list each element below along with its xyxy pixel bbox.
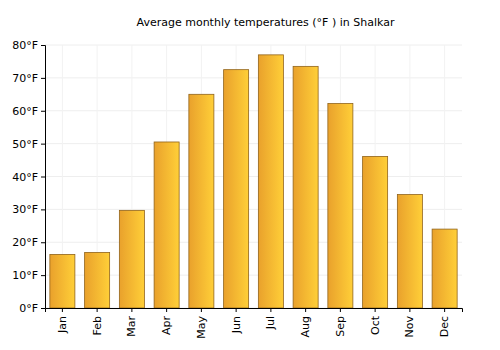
tick-label: 50°F bbox=[12, 138, 38, 151]
bar bbox=[258, 55, 283, 308]
chart: 0°F 10°F 20°F 30°F 40°F 50°F 60°F 70°F 80°F Jan Fe… bbox=[0, 0, 500, 350]
tick-mark bbox=[131, 308, 132, 312]
tick: Feb bbox=[91, 308, 104, 335]
tick: 30°F bbox=[12, 203, 45, 216]
bar bbox=[119, 210, 144, 308]
axis-line bbox=[46, 309, 463, 313]
tick: Sep bbox=[334, 308, 347, 337]
tick-mark bbox=[41, 78, 45, 79]
tick-label: 70°F bbox=[12, 72, 38, 85]
tick-mark bbox=[41, 45, 45, 46]
tick-mark bbox=[41, 111, 45, 112]
tick-label: 0°F bbox=[19, 302, 38, 315]
tick-label: Jul bbox=[264, 316, 277, 330]
tick: Nov bbox=[403, 308, 416, 337]
tick: 80°F bbox=[12, 39, 45, 52]
bar bbox=[432, 229, 457, 308]
tick: Aug bbox=[299, 308, 312, 337]
tick-mark bbox=[41, 177, 45, 178]
tick-mark bbox=[97, 308, 98, 312]
tick-mark bbox=[305, 308, 306, 312]
tick-mark bbox=[41, 242, 45, 243]
bar bbox=[293, 66, 318, 308]
tick-label: Oct bbox=[369, 315, 382, 335]
tick-label: Mar bbox=[125, 316, 138, 337]
bar bbox=[328, 104, 353, 308]
tick-mark bbox=[201, 308, 202, 312]
tick-label: Sep bbox=[334, 316, 347, 337]
bar bbox=[85, 252, 110, 308]
bar bbox=[50, 254, 75, 308]
tick-label: 40°F bbox=[12, 171, 38, 184]
axis-line bbox=[41, 46, 46, 309]
tick-mark bbox=[444, 308, 445, 312]
tick-mark bbox=[41, 144, 45, 145]
tick: Apr bbox=[160, 308, 173, 335]
bars bbox=[50, 55, 457, 308]
tick: 10°F bbox=[12, 269, 45, 282]
tick-mark bbox=[340, 308, 341, 312]
tick: May bbox=[195, 308, 208, 339]
tick-label: May bbox=[195, 316, 208, 339]
tick: Jul bbox=[264, 308, 277, 330]
grid-line bbox=[45, 77, 462, 78]
tick: 0°F bbox=[19, 302, 45, 315]
tick: 40°F bbox=[12, 171, 45, 184]
tick-label: Feb bbox=[91, 316, 104, 335]
tick: Jan bbox=[56, 308, 69, 334]
tick: Oct bbox=[369, 308, 382, 335]
tick-label: 80°F bbox=[12, 39, 38, 52]
tick-mark bbox=[166, 308, 167, 312]
grid-line bbox=[45, 110, 462, 111]
tick: 60°F bbox=[12, 105, 45, 118]
tick: 70°F bbox=[12, 72, 45, 85]
tick-mark bbox=[375, 308, 376, 312]
tick: Dec bbox=[438, 308, 451, 337]
bar bbox=[154, 142, 179, 308]
bar bbox=[189, 94, 214, 308]
bar bbox=[224, 70, 249, 308]
grid-line bbox=[45, 45, 462, 46]
grid-line bbox=[45, 143, 462, 144]
tick-mark bbox=[41, 308, 45, 309]
tick-label: Apr bbox=[160, 316, 173, 336]
tick-label: 20°F bbox=[12, 236, 38, 249]
tick-label: Dec bbox=[438, 316, 451, 337]
tick-label: Aug bbox=[299, 316, 312, 337]
tick-mark bbox=[409, 308, 410, 312]
grid bbox=[45, 45, 462, 308]
tick-label: Jun bbox=[230, 316, 243, 334]
tick: 20°F bbox=[12, 236, 45, 249]
x-axis: Jan Feb Mar Apr May Jun Jul Aug Sep Oct Nov Dec bbox=[46, 308, 463, 339]
tick-mark bbox=[236, 308, 237, 312]
plot: 0°F 10°F 20°F 30°F 40°F 50°F 60°F 70°F 80°F Jan Fe… bbox=[12, 39, 462, 339]
tick-label: 10°F bbox=[12, 269, 38, 282]
tick: Jun bbox=[230, 308, 243, 334]
tick-mark bbox=[41, 275, 45, 276]
tick-mark bbox=[270, 308, 271, 312]
bar bbox=[397, 195, 422, 308]
bar bbox=[363, 156, 388, 308]
tick-label: Jan bbox=[56, 316, 69, 334]
y-axis: 0°F 10°F 20°F 30°F 40°F 50°F 60°F 70°F 80°F bbox=[12, 39, 45, 315]
tick-mark bbox=[41, 209, 45, 210]
tick-mark bbox=[62, 308, 63, 312]
tick-label: Nov bbox=[403, 316, 416, 338]
tick: 50°F bbox=[12, 138, 45, 151]
tick-label: 60°F bbox=[12, 105, 38, 118]
grid-line bbox=[45, 176, 462, 177]
tick-label: 30°F bbox=[12, 203, 38, 216]
title: Average monthly temperatures (°F ) in Sh… bbox=[137, 16, 395, 29]
tick: Mar bbox=[125, 308, 138, 337]
